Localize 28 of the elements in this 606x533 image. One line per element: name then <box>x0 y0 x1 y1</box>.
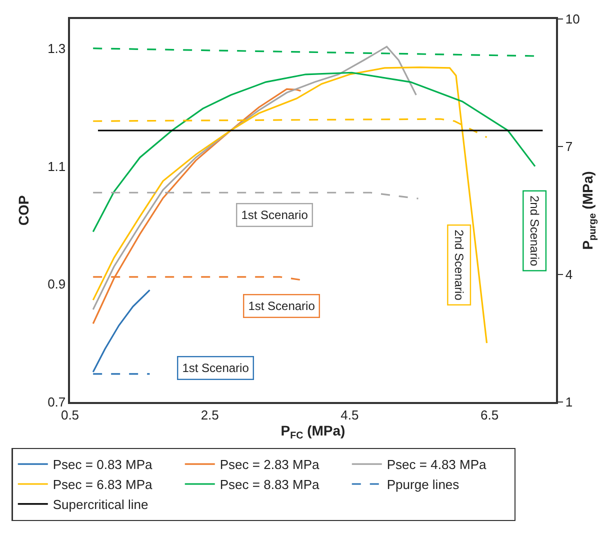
annotation: 1st Scenario <box>182 361 250 376</box>
y-tick-label: 1.3 <box>48 41 66 56</box>
annotation: 2nd Scenario <box>452 230 466 301</box>
x-tick-label: 0.5 <box>60 407 80 422</box>
legend-label: Psec = 2.83 MPa <box>220 457 320 472</box>
y2-tick-label: 4 <box>565 266 573 282</box>
legend-label: Psec = 4.83 MPa <box>386 457 488 472</box>
legend-label: Ppurge lines <box>386 477 460 492</box>
y2-tick-label: 1 <box>565 394 573 410</box>
x-tick-label: 6.5 <box>480 407 499 422</box>
x-tick-label: 4.5 <box>340 407 359 422</box>
y-tick-label: 1.1 <box>48 158 66 174</box>
annotation: 1st Scenario <box>241 208 308 222</box>
y-tick-label: 0.7 <box>48 394 66 410</box>
legend-label: Psec = 0.83 MPa <box>52 457 154 472</box>
line-series <box>92 66 488 344</box>
legend-label: Supercritical line <box>52 496 148 512</box>
y-axis-title: COP <box>16 195 32 226</box>
y2-tick-label: 10 <box>565 12 580 27</box>
line-series <box>92 46 417 310</box>
annotation: 2nd Scenario <box>527 195 542 267</box>
legend-label: Psec = 8.83 MPa <box>220 477 320 492</box>
legend-label: Psec = 6.83 MPa <box>52 477 154 492</box>
x-axis-title: P$_{FC}$ (MPa) <box>280 422 346 442</box>
annotation: 1st Scenario <box>248 299 316 314</box>
y-tick-label: 0.9 <box>48 276 66 292</box>
x-tick-label: 2.5 <box>200 407 219 422</box>
y2-tick-label: 7 <box>565 139 573 154</box>
